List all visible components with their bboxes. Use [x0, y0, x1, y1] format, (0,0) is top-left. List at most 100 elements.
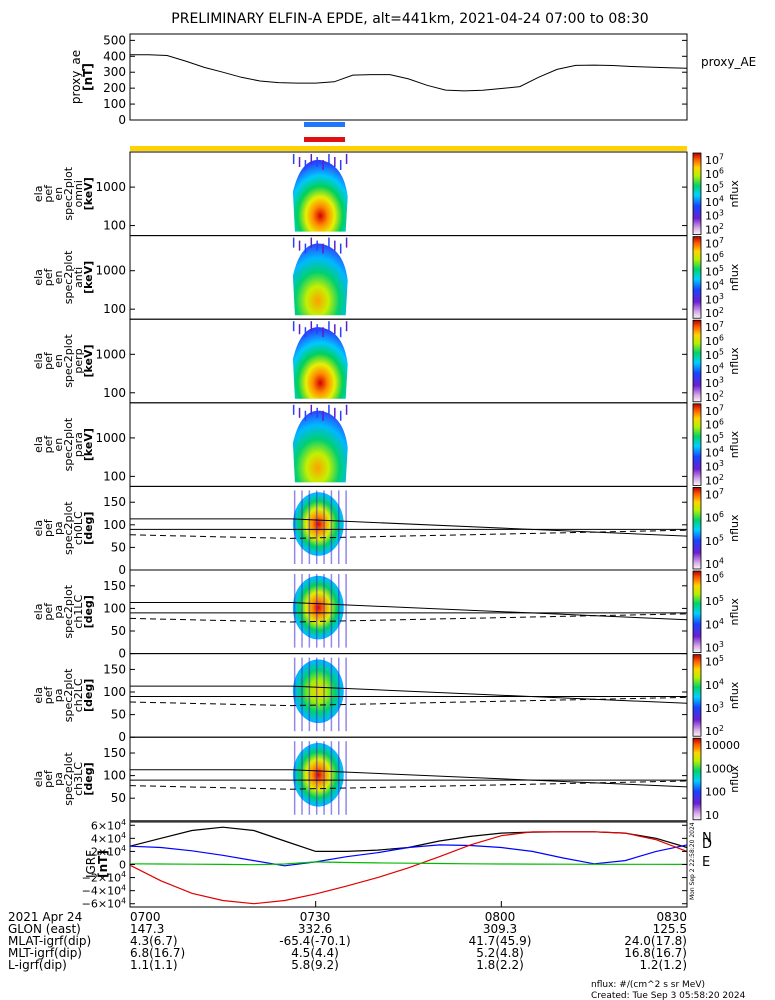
spectrogram-speckle — [345, 321, 348, 332]
ephemeris-row-label: 2021 Apr 24 — [8, 910, 82, 924]
ephemeris-table: 2021 Apr 24 0700 0730 0800 0830 GLON (east) 14… — [8, 910, 687, 972]
panel-ylabel-line: pa — [52, 772, 65, 786]
proxy-ae-legend: proxy_AE — [701, 55, 756, 69]
spectrogram-speckle — [328, 154, 330, 164]
spectrogram-speckle — [293, 490, 296, 564]
colorbar-tick-label: 106 — [705, 167, 724, 181]
panel-frame — [129, 318, 688, 404]
proxy-ae-tick-label: 500 — [103, 33, 126, 47]
spectrogram-speckle — [298, 240, 301, 251]
colorbar-tick-label: 103 — [705, 640, 724, 654]
spectrogram-speckle — [298, 324, 301, 335]
panel-tick-label: 100 — [103, 518, 126, 532]
panel-ylabel-line: [keV] — [82, 344, 95, 377]
colorbar-tick-label: 105 — [705, 348, 724, 362]
ephemeris-row-label: GLON (east) — [8, 922, 81, 936]
panel-ylabel-line: ela — [32, 604, 45, 621]
spectrogram-speckle — [323, 657, 325, 732]
panel-ylabel-line: spec2plot — [62, 250, 75, 304]
colorbar-tick-label: 102 — [705, 389, 724, 403]
colorbar-tick-label: 107 — [705, 320, 724, 334]
spectrogram-speckle — [301, 574, 303, 648]
panel-ylabel-line: pef — [42, 267, 55, 286]
colorbar-tick-label: 104 — [705, 677, 724, 691]
spectrogram-speckle — [293, 657, 296, 732]
panel-tick-label: 100 — [103, 386, 126, 400]
colorbar — [692, 152, 702, 235]
panel-en_anti: 1000100elapefenspec2plotanti[keV]1071061… — [32, 235, 741, 320]
panel-ylabel-line: ch1LC — [72, 595, 85, 629]
panel-ylabel-line: [deg] — [82, 512, 95, 545]
spectrogram-speckle — [301, 741, 303, 815]
ephemeris-row-label: MLAT-igrf(dip) — [8, 934, 91, 948]
spectrogram-speckle — [345, 154, 348, 164]
spectrogram-data-region — [292, 327, 348, 399]
spectrogram-speckle — [301, 490, 303, 564]
spectrogram-speckle — [328, 237, 330, 248]
colorbar-tick-label: 106 — [705, 571, 724, 585]
colorbar-tick-label: 100 — [705, 786, 726, 799]
panel-tick-label: 100 — [103, 302, 126, 316]
igrf-tick-label: −6×104 — [82, 896, 126, 910]
panel-ylabel-line: pa — [52, 605, 65, 619]
colorbar-tick-label: 105 — [705, 180, 724, 194]
spectrogram-speckle — [323, 741, 325, 815]
colorbar — [692, 570, 702, 653]
spectrogram-speckle — [310, 404, 313, 415]
panel-frame — [129, 736, 688, 822]
igrf-tick-label: −2×104 — [82, 870, 126, 884]
colorbar-label: nflux — [728, 180, 741, 208]
spectrogram-data-region — [292, 575, 344, 640]
panel-ylabel-line: ela — [32, 269, 45, 286]
spectrogram-speckle — [301, 657, 303, 732]
footer-units: nflux: #/(cm^2 s sr MeV) — [591, 980, 705, 990]
spectrogram-speckle — [322, 243, 324, 254]
colorbar-tick-label: 107 — [705, 236, 724, 250]
colorbar-tick-label: 104 — [705, 362, 724, 376]
panel-frame — [129, 569, 688, 655]
proxy-ae-tick-label: 0 — [118, 113, 126, 127]
spectrogram-speckle — [338, 490, 340, 564]
spectrogram-speckle — [345, 237, 348, 248]
panel-ylabel-line: [deg] — [82, 679, 95, 712]
ephemeris-value: 332.6 — [298, 922, 332, 936]
spectrogram-speckle — [315, 490, 318, 564]
colorbar — [692, 403, 702, 486]
colorbar-tick-label: 107 — [705, 403, 724, 417]
colorbar-tick-label: 102 — [705, 473, 724, 487]
igrf-tick-label: −4×104 — [82, 883, 126, 897]
panel-tick-label: 1000 — [95, 264, 126, 278]
spectrogram-speckle — [310, 154, 313, 164]
spectrogram-speckle — [330, 741, 333, 815]
ephemeris-value: 0800 — [485, 910, 516, 924]
ephemeris-value: 1.1(1.1) — [130, 958, 178, 972]
panel-tick-label: 100 — [103, 469, 126, 483]
spectrogram-speckle — [293, 574, 296, 648]
panel-ylabel-line: [keV] — [82, 428, 95, 461]
igrf-series-red — [129, 831, 688, 905]
loss-cone-lower-line — [129, 613, 688, 623]
spectrogram-speckle — [316, 240, 318, 251]
igrf-tick-label: 6×104 — [91, 818, 126, 832]
ephemeris-value: 5.8(9.2) — [291, 958, 339, 972]
ephemeris-value: 309.3 — [483, 922, 517, 936]
spectrogram-speckle — [292, 404, 295, 415]
spectrogram-speckle — [316, 157, 318, 167]
spectrogram-speckle — [304, 160, 307, 170]
spectrogram-speckle — [339, 410, 342, 421]
panel-tick-label: 100 — [103, 601, 126, 615]
colorbar-tick-label: 107 — [705, 487, 724, 501]
colorbar-label: nflux — [728, 514, 741, 542]
panel-ylabel-line: ela — [32, 186, 45, 203]
panel-tick-label: 0 — [118, 563, 126, 577]
colorbar-tick-label: 105 — [705, 654, 724, 668]
spectrogram-speckle — [323, 490, 325, 564]
spectrogram-speckle — [316, 324, 318, 335]
ephemeris-value: 1.2(1.2) — [639, 958, 687, 972]
igrf-ylabel-name: IGRF — [84, 850, 98, 878]
ephemeris-row-label: L-igrf(dip) — [8, 958, 67, 972]
